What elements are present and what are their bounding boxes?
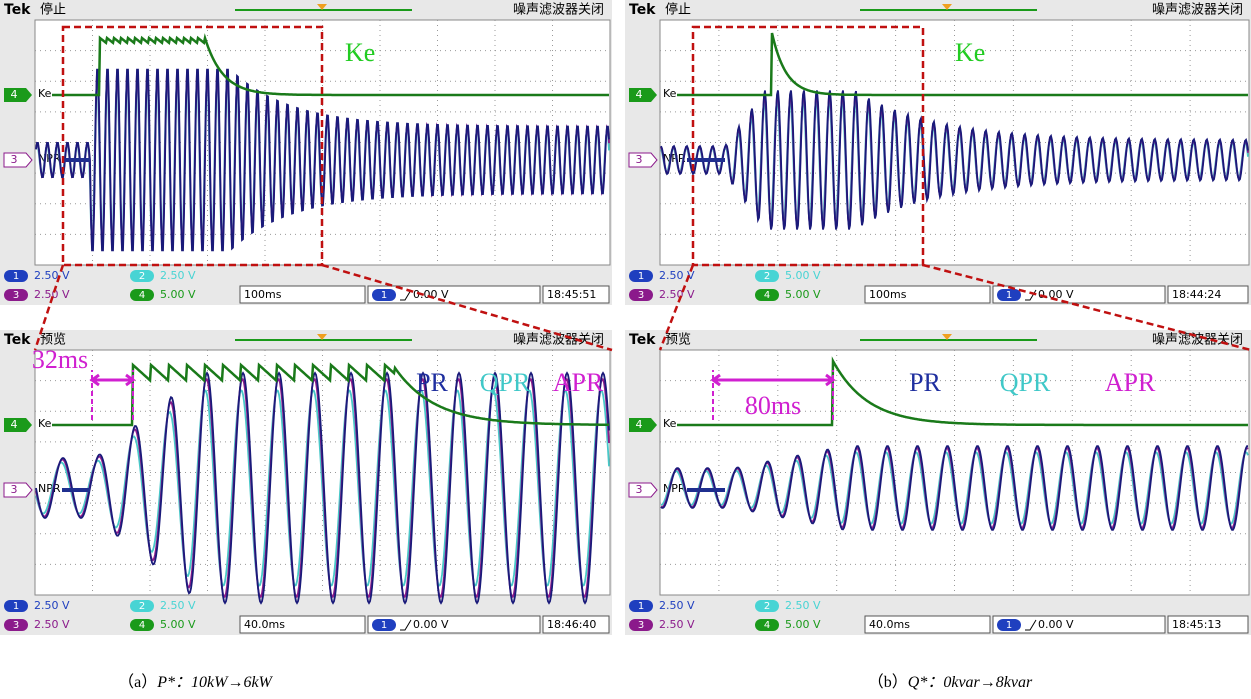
channel-scale: 2.50 V xyxy=(160,269,196,282)
legend-label: PR xyxy=(416,368,448,397)
channel-scale: 2.50 V xyxy=(659,599,695,612)
channel-num: 2 xyxy=(764,271,770,282)
legend-label: QPR xyxy=(1000,368,1051,397)
ch3-marker xyxy=(4,153,32,167)
interval-label: 80ms xyxy=(745,391,801,420)
channel-num: 3 xyxy=(638,290,644,301)
channel-num: 1 xyxy=(13,271,19,282)
trigger-ch: 1 xyxy=(1006,290,1012,301)
legend-label: APR xyxy=(1105,368,1156,397)
channel-num: 3 xyxy=(13,620,19,631)
clock: 18:45:13 xyxy=(1172,618,1221,631)
channel-scale: 5.00 V xyxy=(785,269,821,282)
channel-scale: 2.50 V xyxy=(659,618,695,631)
ch3-label: NPR xyxy=(38,482,61,495)
channel-scale: 2.50 V xyxy=(34,599,70,612)
figure: Tek停止噪声滤波器关闭4Ke3NPR12.50 V32.50 V22.50 V… xyxy=(0,0,1251,695)
channel-scale: 2.50 V xyxy=(34,618,70,631)
filter-status: 噪声滤波器关闭 xyxy=(1152,3,1243,18)
status: 预览 xyxy=(665,332,691,348)
timebase: 40.0ms xyxy=(869,618,910,631)
channel-scale: 2.50 V xyxy=(160,599,196,612)
annotation: Ke xyxy=(955,38,985,67)
interval-label: 32ms xyxy=(32,345,88,374)
trigger-ch: 1 xyxy=(381,290,387,301)
ch4-num: 4 xyxy=(636,418,643,431)
clock: 18:44:24 xyxy=(1172,288,1221,301)
brand: Tek xyxy=(4,2,31,18)
caption-label: （a） xyxy=(118,673,157,691)
trigger-level: 0.00 V xyxy=(1038,618,1074,631)
ch3-marker xyxy=(629,153,657,167)
caption: （b）Q*：0kvar→8kvar xyxy=(868,673,1033,691)
channel-scale: 5.00 V xyxy=(160,288,196,301)
ch3-num: 3 xyxy=(636,153,643,166)
channel-num: 3 xyxy=(13,290,19,301)
ch4-marker xyxy=(629,418,657,432)
caption-label: （b） xyxy=(868,673,908,691)
channel-num: 2 xyxy=(139,271,145,282)
caption-formula: Q*：0kvar→8kvar xyxy=(908,674,1033,691)
ch3-num: 3 xyxy=(636,483,643,496)
ch4-label: Ke xyxy=(663,87,677,100)
caption: （a）P*：10kW→6kW xyxy=(118,673,273,691)
brand: Tek xyxy=(629,332,656,348)
trigger-ch: 1 xyxy=(1006,620,1012,631)
channel-num: 1 xyxy=(638,601,644,612)
ch4-label: Ke xyxy=(38,417,52,430)
ch3-marker xyxy=(4,483,32,497)
ch4-num: 4 xyxy=(11,418,18,431)
filter-status: 噪声滤波器关闭 xyxy=(513,3,604,18)
timebase: 40.0ms xyxy=(244,618,285,631)
channel-num: 4 xyxy=(139,290,145,301)
clock: 18:46:40 xyxy=(547,618,596,631)
ch3-num: 3 xyxy=(11,483,18,496)
annotation: Ke xyxy=(345,38,375,67)
ch4-num: 4 xyxy=(636,88,643,101)
legend-label: APR xyxy=(553,368,604,397)
scope-panel: Tek预览噪声滤波器关闭4Ke3NPR12.50 V32.50 V22.50 V… xyxy=(625,330,1251,635)
clock: 18:45:51 xyxy=(547,288,596,301)
ch4-num: 4 xyxy=(11,88,18,101)
brand: Tek xyxy=(629,2,656,18)
channel-scale: 2.50 V xyxy=(659,288,695,301)
ch3-marker xyxy=(629,483,657,497)
channel-scale: 5.00 V xyxy=(160,618,196,631)
timebase: 100ms xyxy=(244,288,282,301)
ch4-label: Ke xyxy=(38,87,52,100)
trigger-level: 0.00 V xyxy=(413,618,449,631)
filter-status: 噪声滤波器关闭 xyxy=(1152,333,1243,348)
channel-scale: 5.00 V xyxy=(785,288,821,301)
channel-num: 4 xyxy=(764,290,770,301)
channel-num: 3 xyxy=(638,620,644,631)
channel-num: 4 xyxy=(139,620,145,631)
ch4-marker xyxy=(629,88,657,102)
scope-panel: Tek预览噪声滤波器关闭4Ke3NPR12.50 V32.50 V22.50 V… xyxy=(0,330,612,635)
ch4-marker xyxy=(4,418,32,432)
ch3-num: 3 xyxy=(11,153,18,166)
legend-label: PR xyxy=(909,368,941,397)
channel-scale: 5.00 V xyxy=(785,618,821,631)
channel-scale: 2.50 V xyxy=(785,599,821,612)
trigger-ch: 1 xyxy=(381,620,387,631)
channel-num: 4 xyxy=(764,620,770,631)
channel-num: 2 xyxy=(764,601,770,612)
ch4-label: Ke xyxy=(663,417,677,430)
timebase: 100ms xyxy=(869,288,907,301)
channel-num: 1 xyxy=(13,601,19,612)
status: 停止 xyxy=(40,2,66,18)
status: 停止 xyxy=(665,2,691,18)
channel-scale: 2.50 V xyxy=(34,269,70,282)
brand: Tek xyxy=(4,332,31,348)
channel-num: 2 xyxy=(139,601,145,612)
caption-formula: P*：10kW→6kW xyxy=(156,674,273,691)
channel-num: 1 xyxy=(638,271,644,282)
legend-label: QPR xyxy=(480,368,531,397)
